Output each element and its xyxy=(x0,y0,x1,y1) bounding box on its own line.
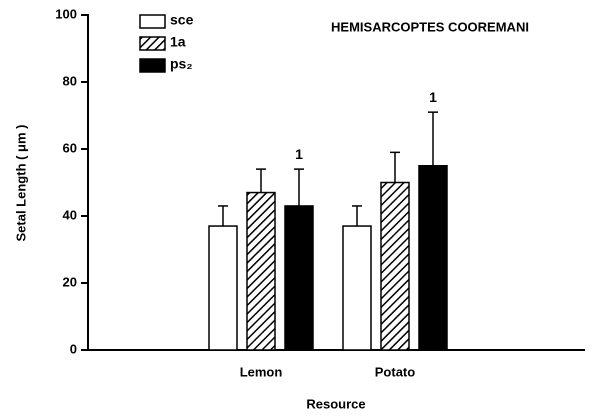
x-tick-label: Potato xyxy=(375,364,416,379)
bar xyxy=(246,191,276,351)
y-tick-label: 60 xyxy=(63,140,77,155)
bar xyxy=(208,225,238,351)
x-tick-label: Lemon xyxy=(240,364,283,379)
legend-swatch xyxy=(139,58,166,73)
y-tick-label: 20 xyxy=(63,274,77,289)
bar xyxy=(380,181,410,351)
legend-swatch xyxy=(139,36,166,51)
annotation: 1 xyxy=(429,89,437,105)
y-tick-label: 80 xyxy=(63,73,77,88)
legend-swatch xyxy=(139,14,166,29)
y-tick-label: 100 xyxy=(55,6,77,21)
y-tick-label: 0 xyxy=(70,341,77,356)
legend-label: ps₂ xyxy=(170,56,193,72)
legend-label: sce xyxy=(170,12,194,28)
x-axis-label: Resource xyxy=(306,396,365,411)
bar xyxy=(342,225,372,351)
y-tick-label: 40 xyxy=(63,207,77,222)
chart-title: HEMISARCOPTES COOREMANI xyxy=(331,19,529,34)
bar xyxy=(284,205,314,351)
legend-label: 1a xyxy=(170,34,186,50)
y-axis-label: Setal Length ( μm ) xyxy=(13,124,28,241)
bar xyxy=(418,165,448,351)
annotation: 1 xyxy=(295,146,303,162)
